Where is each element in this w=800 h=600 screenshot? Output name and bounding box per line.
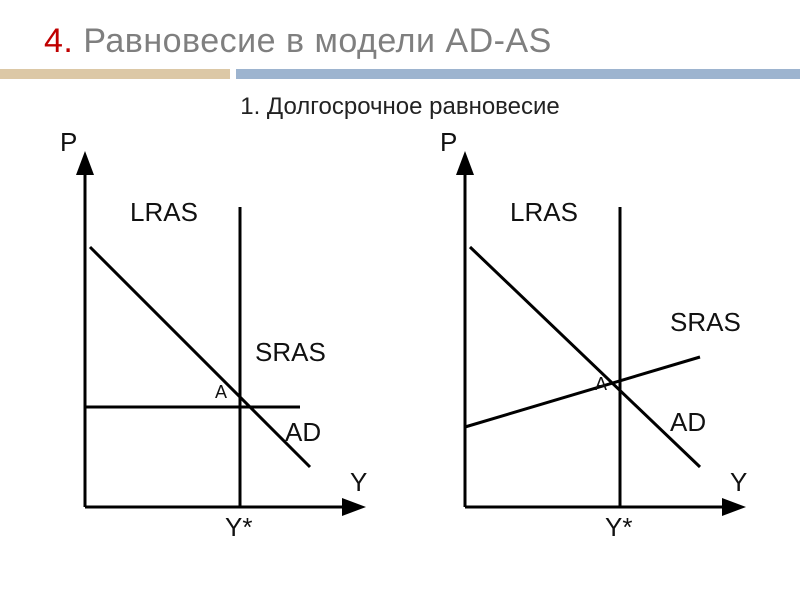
label-ad: AD bbox=[670, 407, 706, 438]
slide-title: 4. Равновесие в модели AD-AS bbox=[0, 0, 800, 69]
label-ystar: Y* bbox=[225, 512, 252, 543]
chart-right-svg bbox=[410, 127, 770, 557]
charts-row: P LRAS SRAS A AD Y Y* P LRAS SRAS bbox=[0, 127, 800, 557]
label-sras: SRAS bbox=[255, 337, 326, 368]
chart-left-svg bbox=[30, 127, 390, 557]
label-point-a: A bbox=[595, 374, 607, 395]
label-ystar: Y* bbox=[605, 512, 632, 543]
subtitle: 1. Долгосрочное равновесие bbox=[0, 93, 800, 121]
chart-left: P LRAS SRAS A AD Y Y* bbox=[30, 127, 390, 557]
label-lras: LRAS bbox=[130, 197, 198, 228]
title-number: 4. bbox=[44, 22, 73, 60]
label-p: P bbox=[440, 127, 457, 158]
label-point-a: A bbox=[215, 382, 227, 403]
label-p: P bbox=[60, 127, 77, 158]
label-sras: SRAS bbox=[670, 307, 741, 338]
label-y: Y bbox=[730, 467, 747, 498]
label-y: Y bbox=[350, 467, 367, 498]
label-ad: AD bbox=[285, 417, 321, 448]
label-lras: LRAS bbox=[510, 197, 578, 228]
chart-right: P LRAS SRAS A AD Y Y* bbox=[410, 127, 770, 557]
divider-bar bbox=[0, 69, 800, 79]
ad-line bbox=[470, 247, 700, 467]
title-text: Равновесие в модели AD-AS bbox=[83, 22, 552, 60]
sras-line bbox=[465, 357, 700, 427]
